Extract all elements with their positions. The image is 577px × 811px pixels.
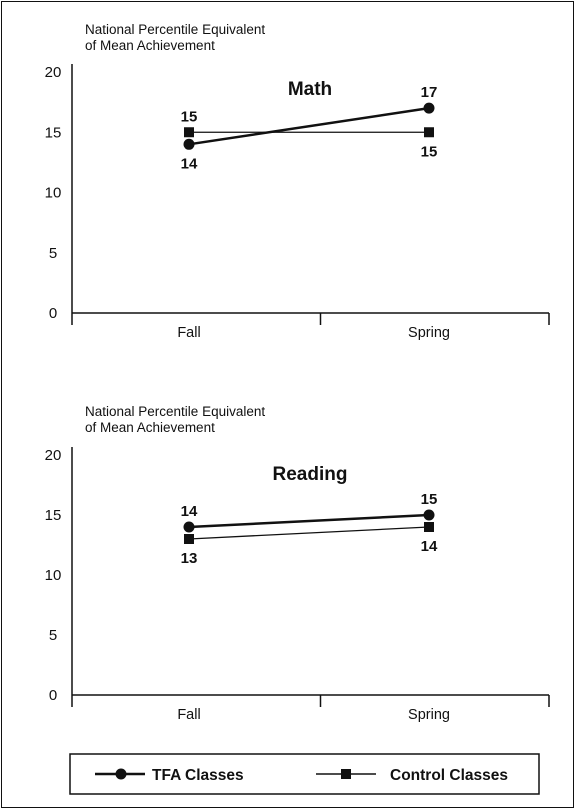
y-tick-label: 15: [45, 124, 62, 141]
y-tick-label: 10: [45, 185, 62, 202]
data-point-square: [424, 522, 434, 532]
data-point-circle: [183, 521, 195, 533]
data-label: 15: [181, 108, 198, 125]
data-point-square: [184, 127, 194, 138]
data-point-circle: [423, 102, 435, 114]
y-tick-label: 5: [49, 245, 57, 262]
data-point-square: [184, 534, 194, 544]
chart-title: Math: [288, 79, 332, 100]
legend: TFA Classes Control Classes: [69, 753, 540, 795]
x-category-label: Fall: [177, 707, 200, 723]
series-line-square: [188, 526, 430, 540]
y-tick-label: 0: [49, 305, 57, 322]
legend-label-control: Control Classes: [390, 767, 508, 784]
x-category-label: Spring: [408, 707, 450, 723]
y-tick-label: 0: [49, 687, 57, 704]
y-axis-label-line: National Percentile Equivalent: [85, 404, 265, 419]
data-label: 15: [421, 491, 438, 508]
x-category-label: Fall: [177, 325, 200, 341]
series-line-circle: [188, 513, 430, 529]
series-line-circle: [188, 106, 430, 146]
data-label: 15: [421, 143, 438, 160]
y-axis-label-line: National Percentile Equivalent: [85, 22, 265, 37]
data-label: 17: [421, 84, 438, 101]
y-tick-label: 5: [49, 627, 57, 644]
data-label: 14: [181, 503, 198, 520]
data-point-circle: [183, 138, 195, 150]
data-label: 14: [181, 155, 198, 172]
legend-marker-square: [341, 769, 351, 779]
legend-box: [69, 753, 540, 795]
y-axis-label-line: of Mean Achievement: [85, 420, 215, 435]
chart-title: Reading: [273, 464, 348, 485]
y-axis-label-line: of Mean Achievement: [85, 38, 215, 53]
y-tick-label: 15: [45, 507, 62, 524]
data-label: 14: [421, 538, 438, 555]
legend-marker-circle: [115, 768, 127, 780]
data-point-circle: [423, 509, 435, 521]
data-point-square: [424, 127, 434, 138]
x-category-label: Spring: [408, 325, 450, 341]
y-tick-label: 20: [45, 64, 62, 81]
y-tick-label: 10: [45, 567, 62, 584]
y-tick-label: 20: [45, 447, 62, 464]
legend-label-tfa: TFA Classes: [152, 767, 244, 784]
data-label: 13: [181, 550, 198, 567]
